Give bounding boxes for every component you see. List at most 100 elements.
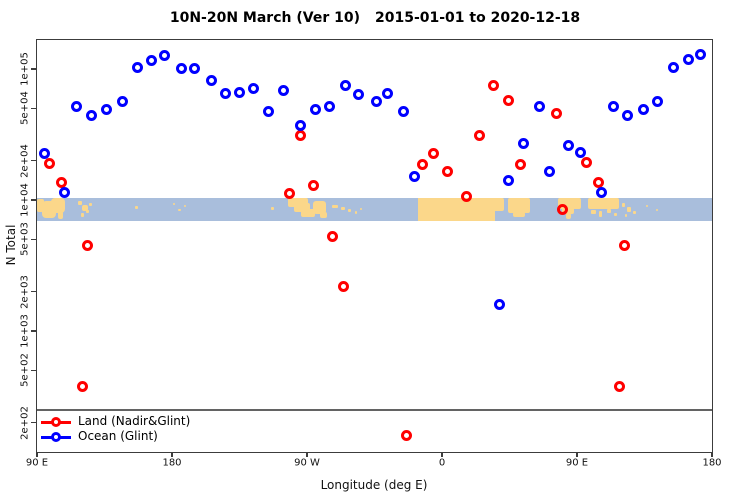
ocean-point [695, 48, 707, 60]
y-tick [31, 199, 36, 201]
ocean-point [637, 104, 649, 116]
land-patch [86, 210, 89, 213]
land-point [550, 107, 562, 119]
land-patch [492, 198, 504, 211]
ocean-point [219, 88, 231, 99]
x-tick [171, 451, 173, 457]
ocean-point [205, 74, 217, 86]
land-patch [614, 213, 617, 216]
land-patch [173, 203, 175, 205]
y-tick-label: 1e+03 [19, 314, 31, 348]
land-patch [178, 209, 181, 211]
land-point [400, 429, 412, 441]
land-patch [508, 198, 530, 213]
ocean-point [408, 171, 420, 183]
land-point [294, 130, 306, 142]
y-tick-label: 1e+04 [19, 183, 31, 217]
land-point [581, 157, 593, 169]
y-tick [31, 421, 36, 424]
x-axis-title: Longitude (deg E) [320, 478, 428, 492]
land-point [618, 239, 630, 251]
land-point [307, 179, 319, 191]
land-patch [656, 209, 658, 211]
x-tick [306, 451, 308, 457]
y-tick [31, 369, 36, 372]
legend-item-land: Land (Nadir&Glint) [41, 414, 190, 429]
legend-label-ocean: Ocean (Glint) [78, 429, 158, 443]
land-point [417, 159, 428, 171]
land-point [428, 148, 440, 160]
ocean-point [117, 96, 128, 108]
ocean-point [176, 62, 188, 74]
legend-label-land: Land (Nadir&Glint) [78, 414, 191, 428]
land-marker-icon [41, 414, 71, 429]
y-tick-label: 5e+04 [19, 91, 31, 126]
land-patch [607, 209, 611, 213]
ocean-point [100, 104, 112, 116]
ocean-point [562, 140, 574, 152]
y-tick-label: 5e+03 [19, 222, 31, 257]
ocean-point [189, 62, 200, 74]
land-patch [513, 212, 525, 217]
y-tick-label: 2e+03 [19, 274, 31, 309]
x-tick [441, 451, 443, 457]
ocean-point [58, 186, 70, 198]
y-tick [31, 238, 36, 241]
x-tick [711, 451, 713, 457]
land-patch [58, 211, 63, 219]
legend: Land (Nadir&Glint) Ocean (Glint) [41, 414, 190, 444]
land-patch [418, 198, 495, 221]
x-tick [576, 451, 578, 457]
y-tick [31, 330, 36, 332]
ocean-point [503, 175, 515, 187]
land-patch [135, 206, 138, 209]
ocean-point [574, 147, 586, 159]
ocean-point [263, 106, 275, 118]
chart-title-dates: 2015-01-01 to 2020-12-18 [374, 10, 581, 26]
chart-title-main: 10N-20N March (Ver 10) [169, 10, 360, 26]
map-strip [37, 198, 712, 221]
ocean-point [294, 120, 306, 132]
land-patch [37, 199, 44, 212]
x-tick-label: 90 W [294, 457, 320, 469]
land-point [441, 166, 453, 177]
land-point [557, 204, 569, 216]
land-patch [566, 213, 571, 219]
land-point [327, 230, 338, 242]
ocean-point [667, 61, 679, 73]
land-point [283, 187, 295, 199]
land-patch [78, 201, 82, 205]
ocean-point [397, 106, 409, 118]
ocean-point [159, 50, 170, 62]
ocean-point [309, 104, 321, 116]
ocean-point [596, 186, 608, 198]
ocean-point [38, 148, 50, 160]
ocean-point [543, 166, 555, 177]
x-tick-label: 90 E [565, 457, 589, 469]
ocean-point [518, 137, 530, 149]
ocean-point [324, 100, 335, 112]
chart-title: 10N-20N March (Ver 10) 2015-01-01 to 202… [0, 10, 750, 26]
land-patch [51, 198, 65, 213]
land-point [81, 239, 93, 251]
reference-line [37, 409, 712, 411]
y-tick [31, 290, 36, 293]
land-point [76, 380, 88, 392]
land-patch [558, 198, 581, 209]
land-patch [89, 203, 92, 206]
land-patch [313, 201, 326, 214]
x-tick-label: 0 [438, 457, 446, 469]
land-patch [294, 203, 310, 212]
land-patch [591, 210, 596, 214]
land-point [43, 157, 55, 169]
land-point [488, 79, 500, 91]
x-tick-label: 180 [702, 457, 722, 469]
land-patch [599, 211, 602, 217]
y-tick-label: 2e+02 [19, 405, 31, 440]
y-tick [31, 107, 36, 110]
y-tick-label: 1e+05 [19, 52, 31, 86]
plot-area [36, 39, 713, 453]
land-patch [82, 205, 88, 211]
land-point [613, 380, 625, 392]
